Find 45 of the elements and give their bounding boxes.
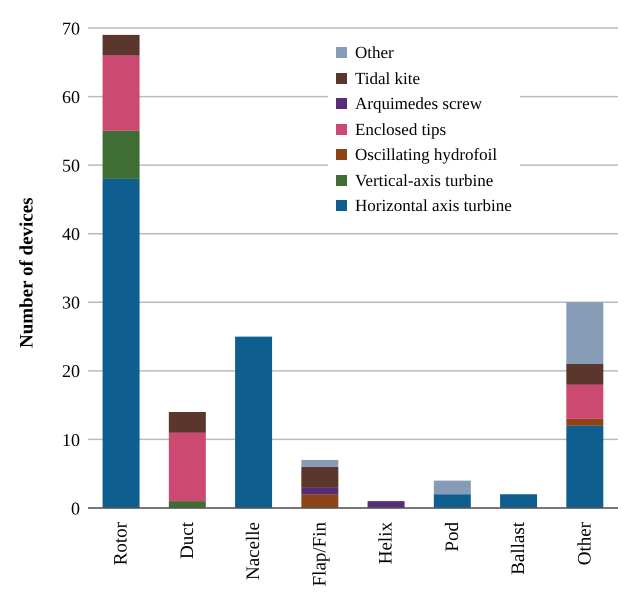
bar — [235, 336, 272, 508]
bar — [301, 487, 338, 494]
y-tick-label: 50 — [62, 156, 80, 176]
bar — [102, 34, 140, 56]
y-tick-label: 20 — [62, 361, 80, 382]
y-tick-label: 30 — [62, 292, 80, 313]
y-tick-label: 0 — [71, 498, 80, 518]
x-tick-label: Duct — [176, 521, 198, 559]
bar — [301, 460, 338, 467]
bar — [434, 494, 471, 508]
x-tick-label: Pod — [442, 522, 463, 552]
bar — [102, 178, 140, 508]
y-axis-title: Number of devices — [16, 197, 38, 348]
x-tick-label: Ballast — [508, 521, 530, 575]
legend-label: Tidal kite — [355, 68, 420, 90]
legend-label: Arquimedes screw — [355, 93, 482, 115]
x-tick-label: Other — [574, 521, 596, 566]
bar — [168, 412, 206, 433]
bar — [566, 426, 604, 508]
bar — [301, 494, 338, 508]
x-tick-label: Rotor — [110, 521, 132, 566]
bar — [301, 466, 338, 488]
bar — [168, 501, 206, 508]
bar — [102, 55, 140, 131]
y-tick-label: 60 — [62, 86, 80, 107]
bar — [566, 418, 604, 426]
x-tick-label: Nacelle — [243, 522, 264, 580]
legend-label: Enclosed tips — [355, 118, 446, 141]
bar — [102, 130, 140, 179]
y-tick-label: 40 — [62, 224, 80, 244]
bar — [566, 384, 604, 419]
x-tick-label: Flap/Fin — [309, 522, 330, 586]
bar — [168, 432, 206, 502]
x-tick-label: Helix — [376, 522, 397, 564]
bar — [566, 302, 604, 364]
bar — [566, 364, 604, 385]
y-tick-label: 10 — [62, 430, 80, 450]
legend-label: Oscillating hydrofoil — [355, 144, 498, 166]
bar — [368, 501, 405, 508]
legend-label: Vertical-axis turbine — [355, 170, 494, 192]
bar — [434, 480, 471, 494]
y-tick-label: 70 — [62, 18, 80, 38]
legend-label: Horizontal axis turbine — [355, 195, 512, 217]
legend-label: Other — [355, 42, 394, 64]
bar — [500, 494, 538, 508]
